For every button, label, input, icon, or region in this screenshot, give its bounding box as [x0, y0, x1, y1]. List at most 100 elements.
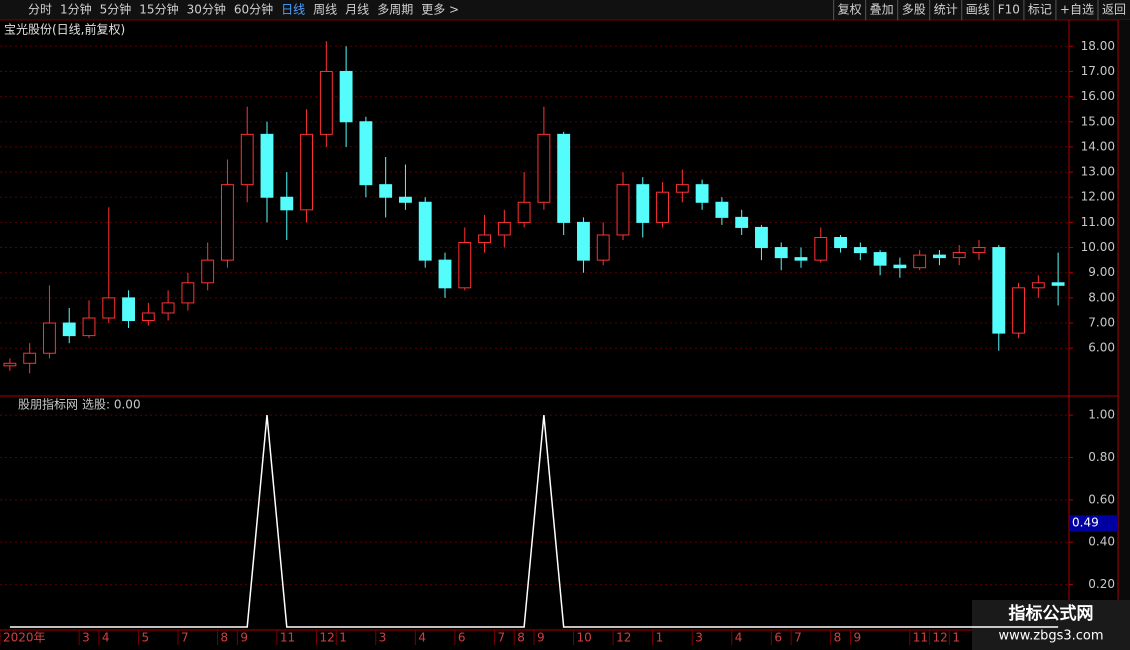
x-tick-label: 9	[853, 631, 861, 645]
candle-body	[240, 133, 254, 186]
toolbar-button[interactable]: 返回	[1102, 3, 1126, 17]
candle-body	[814, 236, 828, 261]
candle-body	[458, 242, 472, 289]
x-tick-label: 4	[102, 631, 110, 645]
watermark-title: 指标公式网	[1009, 603, 1094, 624]
candle-body	[1031, 282, 1045, 289]
candle-body	[319, 70, 333, 135]
toolbar-button[interactable]: 多股	[902, 3, 926, 17]
y-tick-label: 0.40	[1088, 535, 1115, 549]
x-tick-label: 8	[221, 631, 229, 645]
y-tick-label: 6.00	[1088, 341, 1115, 355]
candle-body	[873, 252, 887, 266]
y-tick-label: 16.00	[1081, 89, 1115, 103]
candle-body	[972, 247, 986, 254]
candle-body	[280, 196, 294, 211]
candle-body	[399, 196, 412, 203]
toolbar-button[interactable]: 画线	[966, 3, 990, 17]
x-tick-label: 11	[280, 631, 295, 645]
toolbar-button[interactable]: 标记	[1028, 3, 1052, 17]
y-tick-label: 7.00	[1088, 316, 1115, 330]
candle-body	[735, 216, 749, 228]
toolbar-button[interactable]: 叠加	[870, 3, 894, 17]
toolbar-tab[interactable]: 周线	[313, 3, 337, 17]
candle-body	[1051, 282, 1065, 286]
toolbar-tab[interactable]: 日线	[281, 3, 305, 17]
x-tick-label: 9	[537, 631, 545, 645]
y-tick-label: 0.20	[1088, 577, 1115, 591]
candle-body	[1012, 287, 1025, 334]
toolbar-tab[interactable]: 多周期	[377, 3, 413, 17]
toolbar-tab[interactable]: 30分钟	[187, 2, 226, 17]
candle-body	[517, 201, 531, 223]
candle-body	[300, 133, 313, 211]
candle-body	[201, 259, 215, 284]
candle-body	[260, 133, 274, 198]
chart-title: 宝光股份(日线,前复权)	[4, 22, 125, 37]
x-tick-label: 6	[774, 631, 782, 645]
candle-body	[3, 362, 17, 367]
x-tick-label: 6	[458, 631, 466, 645]
candle-body	[794, 257, 808, 261]
toolbar-tab[interactable]: 15分钟	[139, 2, 178, 17]
toolbar-tab[interactable]: 更多 >	[421, 3, 459, 17]
y-tick-label: 9.00	[1088, 265, 1115, 279]
candle-body	[537, 133, 551, 203]
candle-body	[359, 121, 373, 186]
toolbar	[0, 0, 1130, 20]
x-tick-label: 3	[82, 631, 90, 645]
toolbar-button[interactable]: 复权	[838, 3, 862, 17]
x-tick-label: 4	[418, 631, 426, 645]
watermark-box	[972, 600, 1130, 650]
candle-body	[141, 312, 155, 322]
toolbar-button[interactable]: 统计	[934, 3, 958, 17]
x-tick-label: 2020年	[3, 631, 46, 645]
y-tick-label: 17.00	[1081, 64, 1115, 78]
x-tick-label: 8	[834, 631, 842, 645]
candle-body	[755, 226, 768, 249]
candle-body	[933, 254, 946, 259]
candle-body	[992, 247, 1006, 334]
candle-body	[695, 184, 709, 203]
candle-body	[952, 252, 966, 259]
candle-body	[557, 133, 571, 223]
x-tick-label: 10	[577, 631, 592, 645]
toolbar-button[interactable]: +自选	[1060, 3, 1094, 17]
x-tick-label: 12	[933, 631, 948, 645]
x-tick-label: 5	[141, 631, 149, 645]
y-tick-label: 15.00	[1081, 114, 1115, 128]
x-tick-label: 7	[794, 631, 802, 645]
y-tick-label: 13.00	[1081, 165, 1115, 179]
y-tick-label: 14.00	[1081, 139, 1115, 153]
toolbar-button[interactable]: F10	[998, 3, 1020, 17]
candle-body	[834, 236, 847, 249]
candle-body	[379, 184, 393, 198]
candle-body	[102, 297, 116, 319]
candle-body	[577, 221, 590, 261]
x-tick-label: 12	[319, 631, 334, 645]
toolbar-tab[interactable]: 月线	[345, 3, 369, 17]
indicator-value: 选股: 0.00	[82, 398, 141, 412]
crosshair-box	[1070, 515, 1118, 532]
candle-body	[221, 184, 234, 261]
x-tick-label: 7	[497, 631, 505, 645]
candle-body	[438, 259, 452, 289]
crosshair-label: 0.49	[1072, 516, 1099, 530]
candle-body	[43, 322, 56, 354]
x-tick-label: 1	[339, 631, 347, 645]
toolbar-tab[interactable]: 60分钟	[234, 2, 273, 17]
x-tick-label: 8	[517, 631, 525, 645]
x-tick-label: 1	[952, 631, 960, 645]
y-tick-label: 1.00	[1088, 408, 1115, 422]
x-tick-label: 3	[695, 631, 703, 645]
candle-body	[181, 282, 195, 304]
candle-body	[616, 184, 630, 236]
x-tick-label: 11	[913, 631, 928, 645]
toolbar-tab[interactable]: 分时	[28, 3, 52, 17]
toolbar-tab[interactable]: 1分钟	[60, 2, 92, 17]
x-tick-label: 1	[656, 631, 664, 645]
candle-body	[596, 234, 610, 261]
toolbar-tab[interactable]: 5分钟	[100, 2, 132, 17]
y-tick-label: 11.00	[1081, 215, 1115, 229]
x-tick-label: 3	[379, 631, 387, 645]
